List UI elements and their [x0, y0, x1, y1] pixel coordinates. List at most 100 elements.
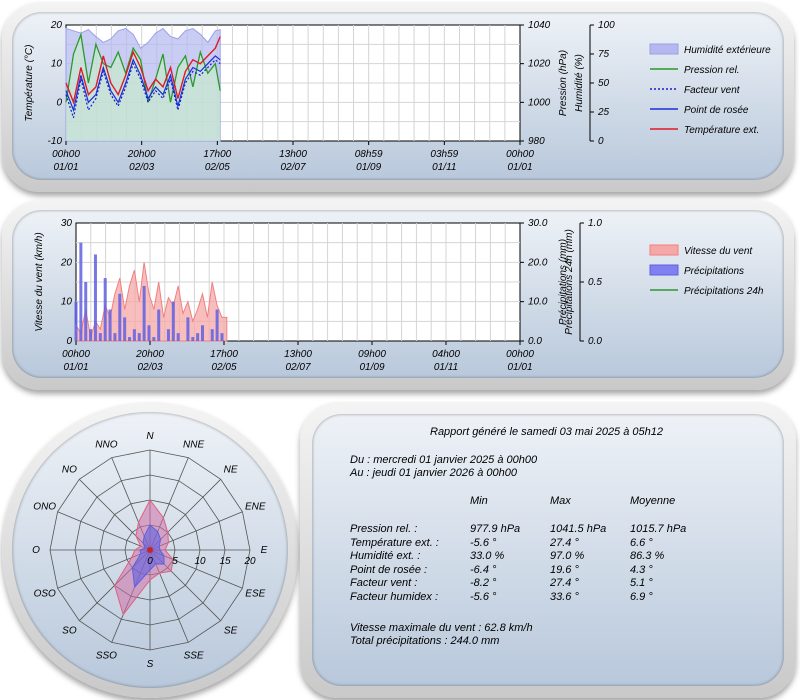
y-right2-tick-label: 75	[598, 49, 610, 60]
report-cell-min: 33.0 %	[470, 550, 505, 562]
series-precipitations-bar	[152, 337, 156, 341]
report-cell-label: Pression rel. :	[350, 523, 418, 535]
series-precipitations-bar	[137, 333, 141, 341]
series-precipitations-bar	[196, 333, 200, 341]
y-right1-tick-label: 10.0	[528, 297, 548, 308]
series-temperature-ext-line	[65, 36, 221, 105]
x-tick-label-time: 00h00	[52, 149, 80, 160]
rose-direction-label: ENE	[245, 501, 266, 512]
y-right1-axis-label: Pression (hPa)	[558, 50, 569, 116]
rose-direction-label: O	[32, 545, 40, 556]
rose-center-dot	[147, 547, 153, 553]
y-right2-tick-label: 100	[598, 20, 615, 31]
legend-label: Vitesse du vent	[684, 246, 753, 257]
x-tick-label-date: 01/09	[359, 362, 384, 373]
y-left-tick-label: 20	[60, 257, 73, 268]
rose-radial-tick-label: 0	[147, 556, 153, 567]
report-cell-min: -6.4 °	[470, 563, 497, 576]
rose-direction-label: NNE	[183, 440, 204, 451]
y-left-tick-label: -10	[48, 136, 63, 147]
x-tick-label-time: 20h00	[135, 349, 164, 360]
rose-direction-label: SSE	[184, 650, 204, 661]
y-right2-tick-label: 0.0	[588, 336, 602, 347]
legend-label: Point de rosée	[684, 105, 749, 116]
rose-direction-label: ESE	[245, 589, 265, 600]
y-left-tick-label: 10	[51, 59, 63, 70]
series-precipitations-bar	[128, 337, 132, 341]
series-precipitations-bar	[215, 309, 219, 341]
report-cell-min: 977.9 hPa	[470, 523, 521, 535]
wind-chart: 0 10 20 30 Vitesse du vent (km/h) 0.0 10.0 20.0…	[34, 218, 764, 373]
y-left-tick-label: 0	[66, 336, 72, 347]
series-precipitations-bar	[79, 242, 83, 341]
series-precipitations-bar	[166, 329, 170, 341]
rose-spoke	[57, 511, 151, 551]
x-tick-label-time: 08h59	[355, 149, 383, 160]
series-precipitations-bar	[118, 293, 122, 341]
rose-direction-label: SSO	[96, 650, 117, 661]
report-cell-max: 33.6 °	[550, 590, 579, 603]
legend-swatch	[649, 264, 679, 276]
rose-direction-label: NO	[62, 464, 77, 475]
y-left-axis-label: Température (°C)	[24, 45, 35, 122]
y-left-tick-label: 0	[56, 97, 62, 108]
x-tick-label-date: 01/01	[507, 362, 532, 373]
y-right2-tick-label: 0.5	[588, 277, 602, 288]
report-cell-max: 27.4 °	[550, 577, 579, 589]
report-cell-max: 97.0 %	[550, 550, 585, 562]
x-tick-label-time: 09h00	[358, 349, 386, 360]
y-right2-tick-label: 50	[598, 78, 610, 89]
legend-swatch	[649, 43, 679, 55]
report-cell-avg: 86.3 %	[630, 550, 665, 562]
report-cell-avg: 4.3 °	[630, 563, 653, 576]
legend-swatch	[649, 244, 679, 256]
rose-direction-label: SE	[224, 626, 238, 637]
rose-direction-label: S	[147, 659, 154, 670]
x-tick-label-date: 01/09	[356, 162, 381, 173]
x-tick-label-time: 03h59	[430, 149, 458, 160]
report-cell-label: Point de rosée :	[350, 563, 428, 576]
series-precipitations-bar	[142, 285, 146, 341]
series-precipitations-bar	[220, 333, 224, 341]
y-left-tick-label: 10	[61, 297, 73, 308]
rose-direction-label: NE	[224, 464, 238, 475]
rose-direction-label: OSO	[34, 589, 56, 600]
rose-direction-label: NNO	[95, 440, 117, 451]
y-left-tick-label: 20	[50, 20, 63, 31]
series-precipitations-bar	[98, 333, 102, 341]
report-cell-label: Humidité ext. :	[350, 550, 421, 562]
series-precipitations-bar	[191, 337, 195, 341]
y-left-tick-label: 30	[61, 218, 73, 229]
series-facteur-vent-line	[65, 58, 221, 118]
legend-label: Facteur vent	[684, 85, 741, 96]
x-tick-label-time: 20h00	[127, 149, 156, 160]
series-precipitations-bar	[74, 301, 78, 341]
report-cell-avg: 5.1 °	[630, 577, 653, 589]
series-precipitations-bar	[210, 329, 214, 341]
report-cell-min: -5.6 °	[470, 536, 497, 549]
y-right2-tick-label: 0	[598, 136, 604, 147]
y-left-axis-label: Vitesse du vent (km/h)	[34, 232, 45, 331]
report-cell-label: Facteur vent :	[350, 577, 418, 589]
report-header-max: Max	[550, 495, 571, 507]
report-to: Au : jeudi 01 janvier 2026 à 00h00	[350, 467, 517, 479]
rose-direction-label: ONO	[33, 501, 56, 512]
x-tick-label-time: 13h00	[284, 349, 312, 360]
y-right1-tick-label: 30.0	[528, 218, 548, 229]
series-precipitations-bar	[93, 254, 97, 341]
y-right1-tick-label: 1020	[528, 59, 551, 70]
x-tick-label-date: 02/07	[280, 162, 305, 173]
report-cell-max: 1041.5 hPa	[550, 523, 607, 535]
x-tick-label-date: 01/11	[434, 362, 458, 373]
report-header-avg: Moyenne	[630, 495, 676, 507]
rose-radial-tick-label: 15	[219, 556, 231, 567]
report-cell-min: -5.6 °	[470, 590, 497, 603]
legend-label: Précipitations	[684, 266, 744, 277]
x-tick-label-time: 17h00	[203, 149, 231, 160]
series-precipitations-bar	[132, 329, 136, 341]
legend-label: Humidité extérieure	[684, 45, 771, 56]
report-precip-total: Total précipitations : 244.0 mm	[350, 635, 500, 647]
x-tick-label-date: 02/05	[205, 162, 230, 173]
report-cell-avg: 1015.7 hPa	[630, 523, 687, 535]
